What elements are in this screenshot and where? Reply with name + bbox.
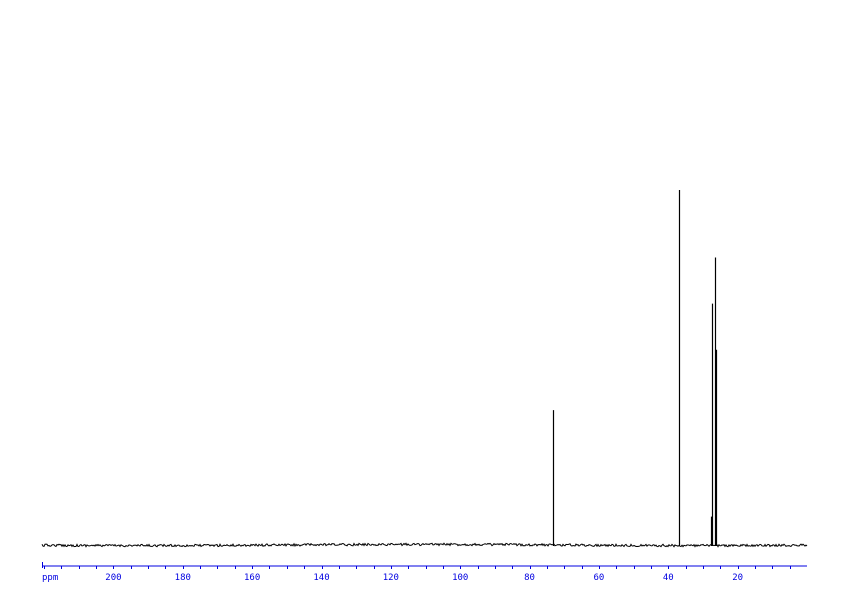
- x-tick-label: 20: [732, 573, 743, 583]
- spectrum-baseline: [41, 542, 808, 548]
- spectrum-layer: [41, 190, 808, 548]
- x-tick-label: 160: [244, 573, 260, 583]
- x-tick-label: 200: [105, 573, 121, 583]
- x-tick-label: 40: [663, 573, 674, 583]
- x-axis-label: ppm: [42, 573, 58, 583]
- x-tick-label: 180: [175, 573, 191, 583]
- x-tick-label: 100: [452, 573, 468, 583]
- x-tick-label: 80: [524, 573, 535, 583]
- x-tick-label: 120: [383, 573, 399, 583]
- x-axis: ppm 200 180 160 140 120 100 80 60 40 20: [42, 562, 807, 583]
- x-tick-label: 140: [313, 573, 329, 583]
- x-tick-label: 60: [594, 573, 605, 583]
